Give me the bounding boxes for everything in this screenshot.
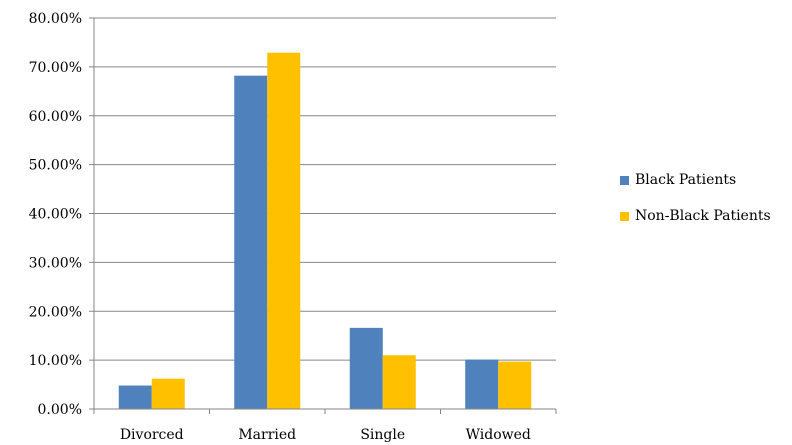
bar-non-black-patients-married bbox=[267, 52, 301, 410]
legend-label-non-black-patients: Non-Black Patients bbox=[635, 208, 771, 224]
bar-non-black-patients-divorced bbox=[151, 378, 185, 409]
x-tick-label: Married bbox=[238, 427, 296, 443]
legend-swatch-black-patients bbox=[620, 175, 629, 185]
y-tick-label: 0.00% bbox=[38, 402, 82, 418]
y-tick-label: 40.00% bbox=[29, 207, 82, 223]
y-axis-tick-labels: 0.00% 10.00% 20.00% 30.00% 40.00% 50.00% 60.00… bbox=[29, 11, 94, 418]
y-tick-label: 10.00% bbox=[29, 353, 82, 369]
y-tick-label: 60.00% bbox=[29, 109, 82, 125]
y-tick-label: 30.00% bbox=[29, 255, 82, 271]
y-tick-label: 70.00% bbox=[29, 60, 82, 76]
bar-non-black-patients-single bbox=[382, 355, 416, 409]
bar-black-patients-married bbox=[234, 75, 268, 410]
bar-black-patients-widowed bbox=[465, 359, 499, 409]
bars bbox=[118, 52, 532, 410]
x-tick-label: Single bbox=[360, 427, 405, 443]
y-tick-label: 20.00% bbox=[29, 304, 82, 320]
y-tick-label: 80.00% bbox=[29, 11, 82, 27]
bar-black-patients-divorced bbox=[118, 385, 152, 409]
legend-item-black-patients: Black Patients bbox=[620, 170, 771, 190]
gridlines bbox=[94, 17, 556, 361]
x-tick-label: Widowed bbox=[466, 427, 531, 443]
legend: Black Patients Non-Black Patients bbox=[620, 170, 771, 242]
bar-black-patients-single bbox=[349, 327, 383, 409]
legend-swatch-non-black-patients bbox=[620, 211, 629, 221]
x-tick-label: Divorced bbox=[120, 427, 184, 443]
legend-label-black-patients: Black Patients bbox=[635, 172, 737, 188]
legend-item-non-black-patients: Non-Black Patients bbox=[620, 206, 771, 226]
bar-non-black-patients-widowed bbox=[498, 361, 532, 409]
y-tick-label: 50.00% bbox=[29, 158, 82, 174]
x-axis-tick-labels: Divorced Married Single Widowed bbox=[93, 409, 557, 443]
